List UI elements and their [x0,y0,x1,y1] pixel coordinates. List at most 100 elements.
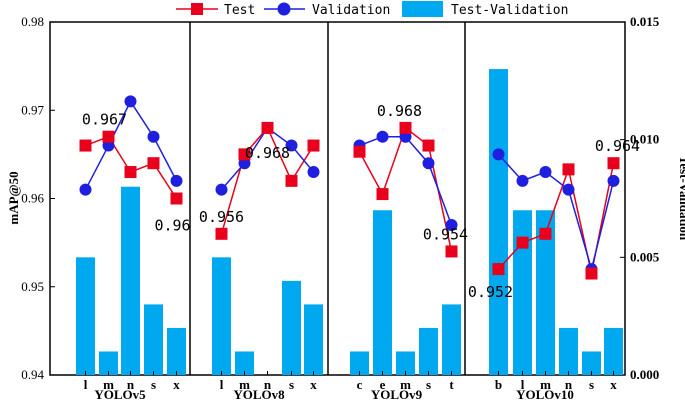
annotation-label: 0.956 [199,208,244,226]
point-validation [170,174,183,187]
x-tick-label: l [521,377,525,392]
point-test [422,139,435,152]
point-validation [215,183,228,196]
y-tick-label: 0.95 [21,279,44,294]
x-tick-label: m [400,377,411,392]
point-validation [376,130,389,143]
point-test [399,121,412,134]
bar-diff [167,327,186,375]
bar-diff [489,69,508,376]
y-tick-label: 0.96 [21,191,44,206]
point-test [562,163,575,176]
bar-diff [304,304,323,375]
annotation-label: 0.952 [468,283,513,301]
x-tick-label: l [220,377,224,392]
point-validation [285,139,298,152]
bar-diff [442,304,461,375]
y-tick-label: 0.98 [21,14,44,29]
bar-diff [121,186,140,375]
x-tick-label: l [84,377,88,392]
legend-test-label: Test [224,3,255,18]
bar-diff [582,351,601,375]
point-test [539,227,552,240]
point-test [124,166,137,179]
bar-diff [282,280,301,375]
point-validation [492,148,505,161]
bar-diff [396,351,415,375]
point-validation [539,166,552,179]
group-label: YOLOv5 [94,387,146,401]
point-validation [422,157,435,170]
x-tick-label: s [151,377,156,392]
x-tick-label: n [565,377,573,392]
point-test [215,227,228,240]
y2-tick-label: 0.010 [630,132,659,147]
legend-validation-marker [277,2,291,16]
bar-diff [513,210,532,375]
bar-diff [373,210,392,375]
point-validation [445,218,458,231]
point-test [238,148,251,161]
x-tick-label: b [495,377,502,392]
bar-diff [604,327,623,375]
group-label: YOLOv9 [371,387,423,401]
legend-validation-label: Validation [312,3,390,18]
x-tick-label: m [540,377,551,392]
point-test [492,263,505,276]
y-axis-label: mAP@50 [6,171,21,224]
point-test [353,145,366,158]
point-test [376,188,389,201]
annotation-label: 0.967 [82,111,127,129]
x-tick-label: e [380,377,386,392]
point-test [307,139,320,152]
x-tick-label: t [449,377,454,392]
bar-diff [76,257,95,375]
annotation-label: 0.96 [154,217,190,235]
point-test [79,139,92,152]
x-tick-label: n [264,377,272,392]
group-label: YOLOv8 [233,387,285,401]
bar-diff [419,327,438,375]
point-test [102,130,115,143]
point-test [261,121,274,134]
x-tick-label: x [310,377,317,392]
y2-tick-label: 0.005 [630,249,660,264]
point-test [585,267,598,280]
x-tick-label: s [289,377,294,392]
point-validation [79,183,92,196]
y2-tick-label: 0.015 [630,14,660,29]
point-test [285,174,298,187]
point-test [607,157,620,170]
annotation-label: 0.954 [423,225,468,243]
point-validation [307,166,320,179]
bar-diff [235,351,254,375]
point-validation [516,174,529,187]
x-tick-label: x [173,377,180,392]
bar-diff [99,351,118,375]
y2-tick-label: 0.000 [630,367,659,382]
legend-diff-label: Test-Validation [451,3,568,18]
y-tick-label: 0.94 [21,367,44,382]
group-label: YOLOv10 [516,387,574,401]
point-validation [147,130,160,143]
legend-test-marker [191,3,203,15]
plot-area: 0.94 0.95 0.96 0.97 0.98 0.000 0.005 0.010 0.015… [21,14,660,401]
x-tick-label: n [127,377,135,392]
bar-diff [212,257,231,375]
x-tick-label: s [426,377,431,392]
point-validation [562,183,575,196]
x-tick-label: x [610,377,617,392]
legend-diff-swatch [402,1,443,17]
point-test [170,192,183,205]
legend: Test Validation Test-Validation [176,1,568,18]
point-test [516,236,529,249]
x-tick-label: c [357,377,363,392]
point-validation [124,95,137,108]
point-test [147,157,160,170]
x-tick-label: s [589,377,594,392]
bar-diff [350,351,369,375]
bar-diff [536,210,555,375]
point-test [445,245,458,258]
x-tick-label: m [239,377,250,392]
